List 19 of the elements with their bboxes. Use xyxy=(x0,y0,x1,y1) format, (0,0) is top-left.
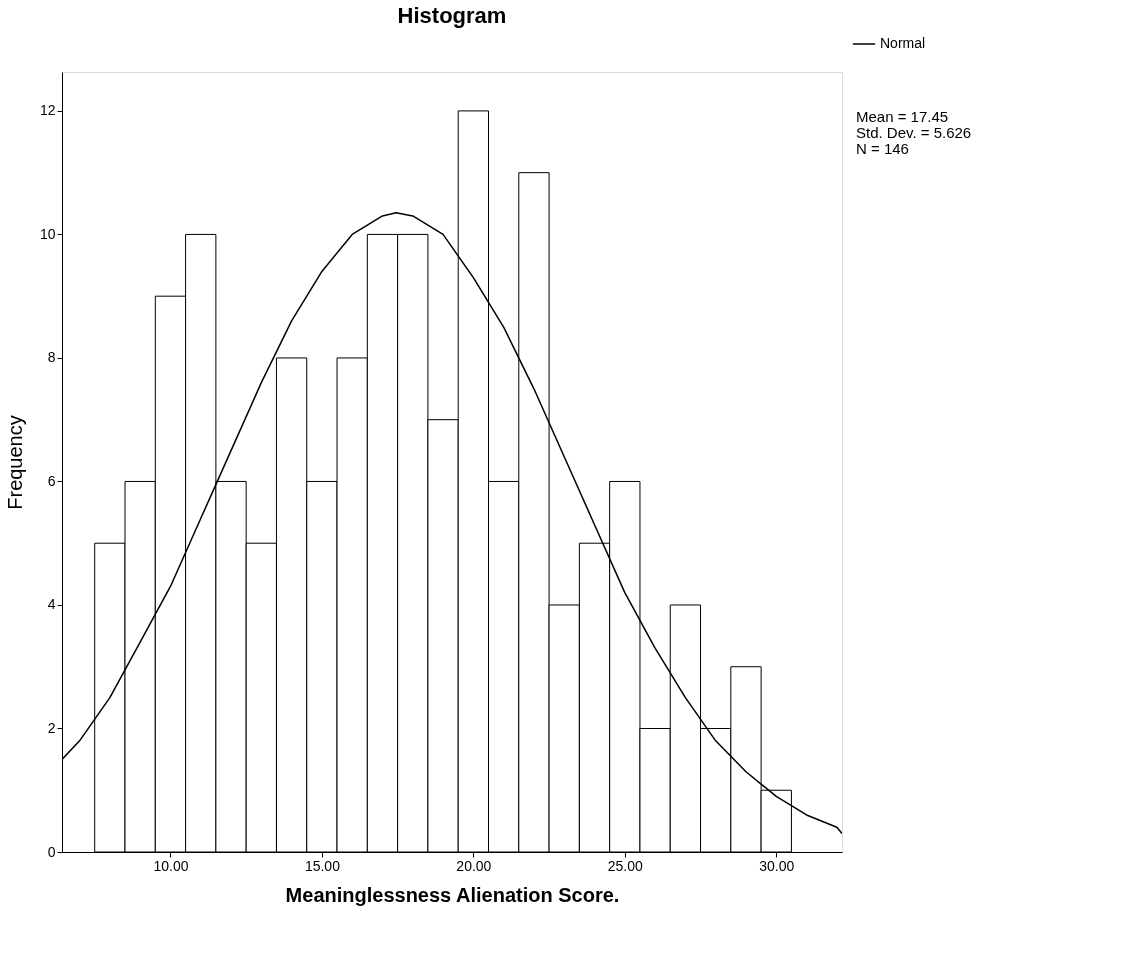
y-axis-title: Frequency xyxy=(3,415,26,510)
text: Mean = 17.45 xyxy=(856,108,949,125)
x-tick-label: 15.00 xyxy=(304,857,341,874)
y-tick-label: 10 xyxy=(39,225,56,242)
y-tick-label: 6 xyxy=(47,472,56,489)
y-tick-label: 4 xyxy=(47,596,56,613)
y-tick-label: 2 xyxy=(47,719,56,736)
x-tick-label: 30.00 xyxy=(759,857,795,874)
x-tick-label: 20.00 xyxy=(456,857,492,874)
x-tick-label: 25.00 xyxy=(607,857,644,874)
x-axis-title: Meaninglessness Alienation Score. xyxy=(285,883,620,906)
legend-label: Normal xyxy=(880,35,926,51)
y-tick-label: 12 xyxy=(39,102,56,119)
text: Std. Dev. = 5.626 xyxy=(856,124,972,141)
y-tick-label: 8 xyxy=(47,349,56,366)
y-tick-label: 0 xyxy=(47,843,56,860)
text: N = 146 xyxy=(856,140,909,157)
x-tick-label: 10.00 xyxy=(153,857,189,874)
chart-title: Histogram xyxy=(397,3,507,28)
